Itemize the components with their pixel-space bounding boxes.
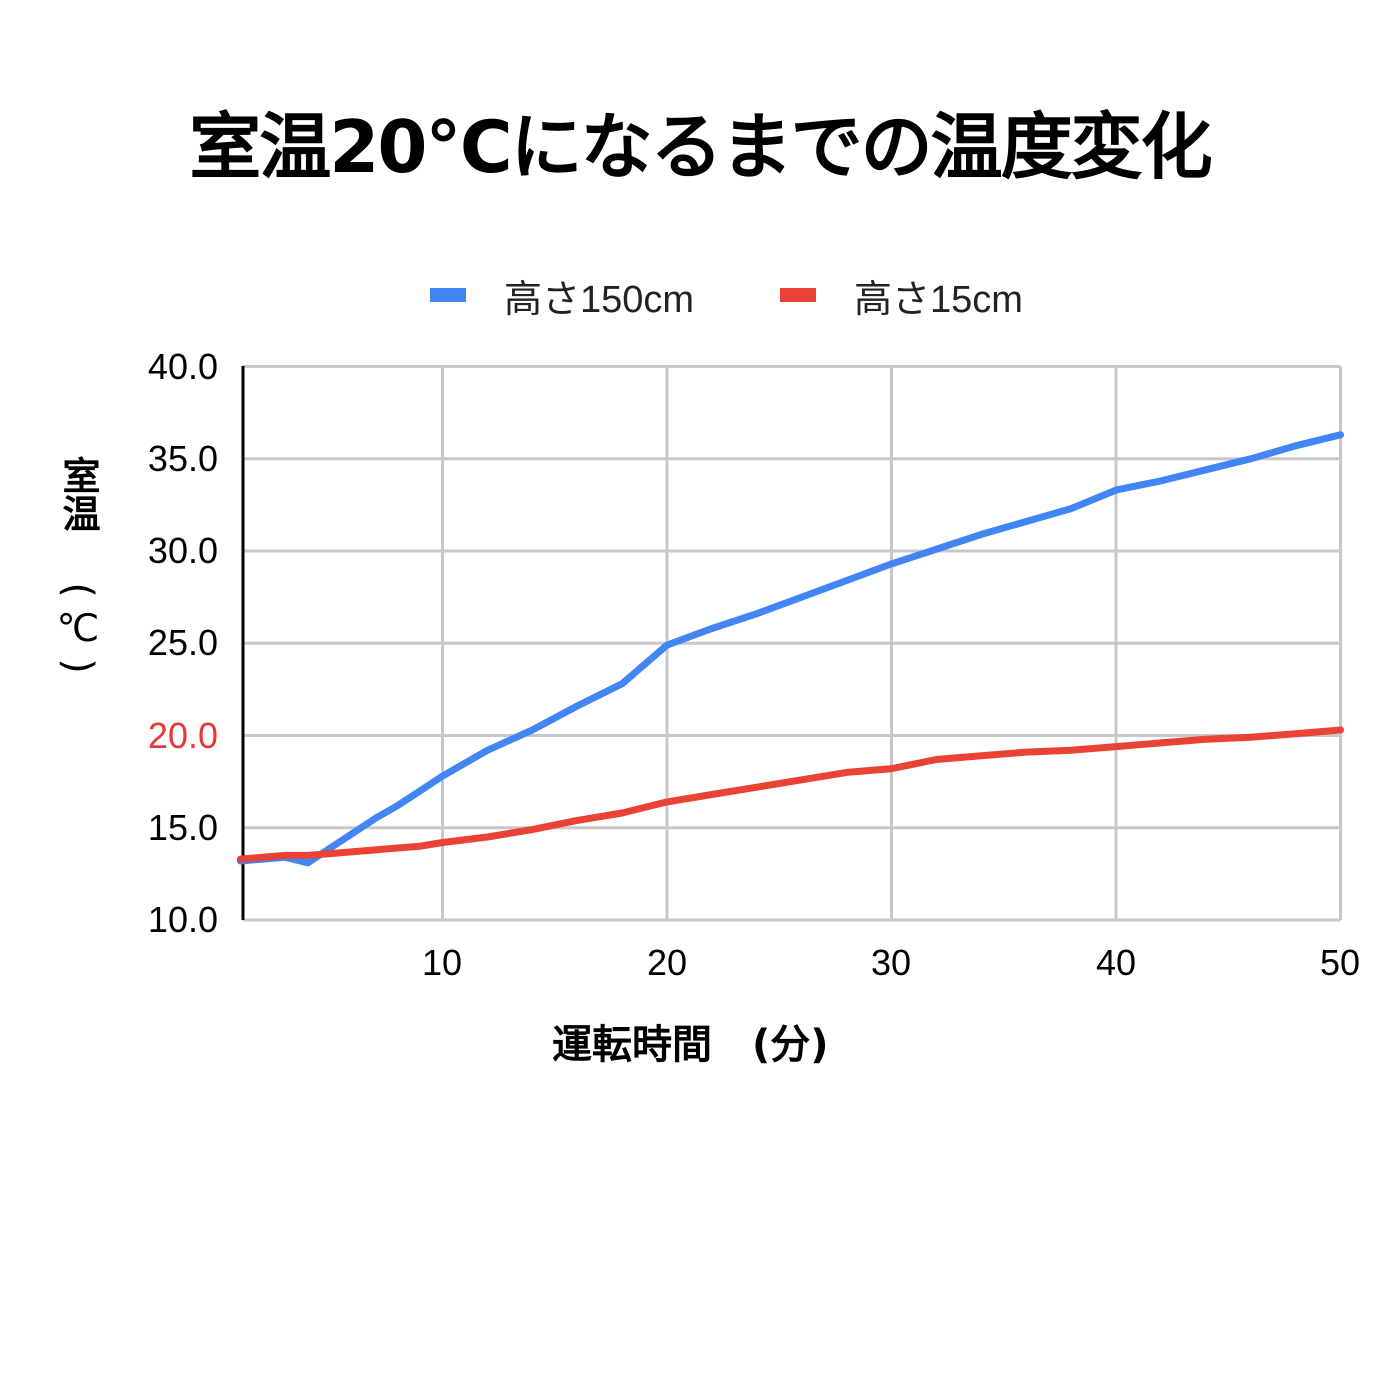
- x-tick: 30: [870, 942, 912, 983]
- x-tick: 50: [1319, 942, 1361, 983]
- x-tick: 20: [646, 942, 688, 983]
- y-tick: 15.0: [147, 807, 218, 848]
- chart-title: 室温20℃になるまでの温度変化: [189, 105, 1212, 189]
- legend-item-150cm: 高さ150cm: [430, 270, 695, 321]
- legend-label: 高さ15cm: [854, 278, 1023, 321]
- y-axis-title: 室温 ( ℃ ): [48, 448, 108, 686]
- y-tick: 30.0: [147, 530, 218, 571]
- legend-swatch-red-icon: [780, 288, 816, 302]
- y-tick: 40.0: [147, 346, 218, 387]
- y-axis-title-unit: ℃: [56, 606, 100, 650]
- x-tick: 10: [421, 942, 463, 983]
- legend: 高さ150cm 高さ15cm: [0, 270, 1400, 321]
- y-tick: 25.0: [147, 622, 218, 663]
- y-axis-title-main: 室温: [56, 456, 100, 532]
- series-line-150cm: [236, 431, 1344, 867]
- series-line-15cm: [236, 726, 1344, 863]
- legend-item-15cm: 高さ15cm: [780, 270, 1023, 321]
- y-tick-highlight: 20.0: [147, 715, 218, 756]
- legend-label: 高さ150cm: [504, 278, 695, 321]
- gridlines: [243, 365, 1342, 922]
- legend-swatch-blue-icon: [430, 288, 466, 302]
- x-axis-title: 運転時間 (分): [552, 1022, 829, 1068]
- y-tick: 35.0: [147, 438, 218, 479]
- y-tick: 10.0: [147, 899, 218, 940]
- x-tick: 40: [1095, 942, 1137, 983]
